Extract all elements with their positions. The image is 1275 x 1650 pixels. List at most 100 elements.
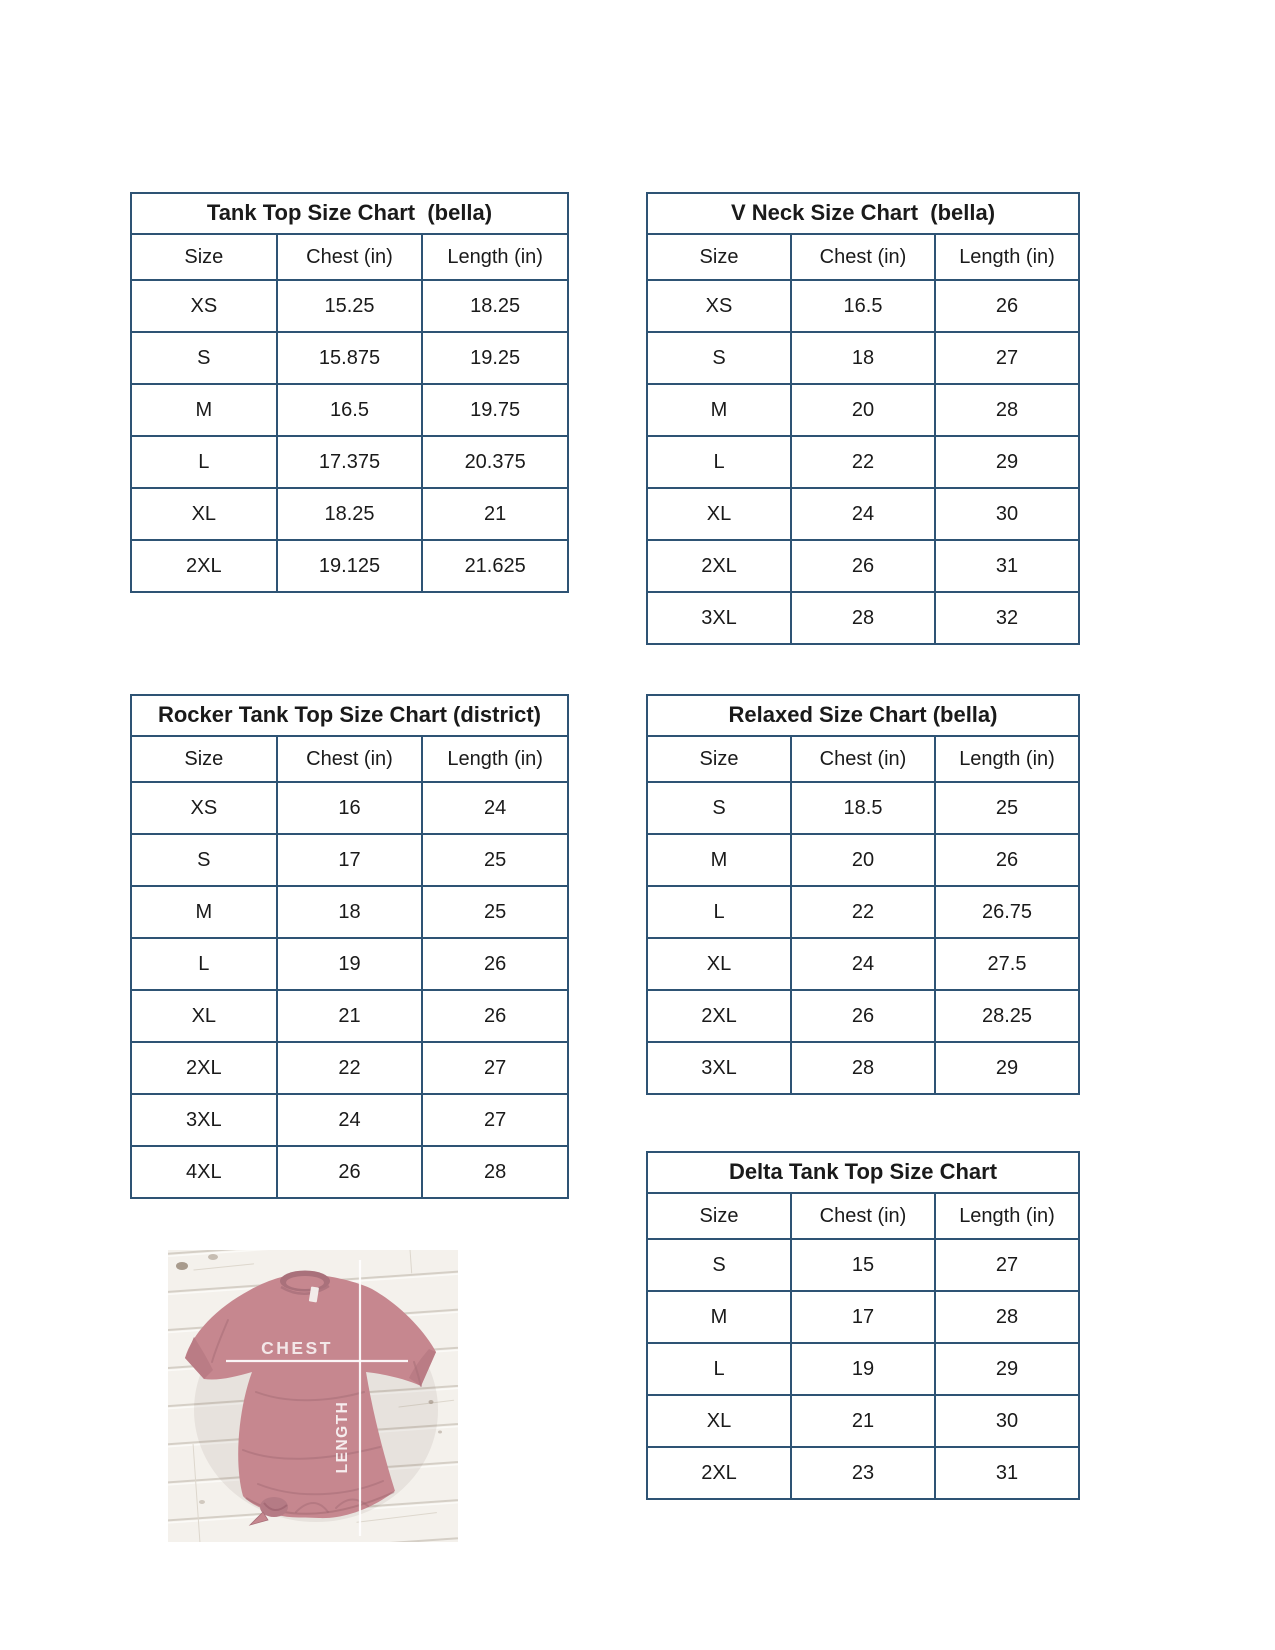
column-header-size: Size (130, 735, 278, 783)
length-cell: 21 (421, 487, 569, 541)
delta-tank-top-size-chart-table: Delta Tank Top Size Chart Size Chest (in) L… (646, 1151, 1080, 1500)
size-cell: 2XL (646, 1446, 792, 1500)
size-cell: 2XL (646, 539, 792, 593)
length-cell: 26.75 (934, 885, 1080, 939)
table-row: XS 16 24 (130, 781, 569, 835)
table-title-row: Delta Tank Top Size Chart (646, 1151, 1080, 1194)
column-header-length: Length (in) (421, 735, 569, 783)
chest-cell: 15.875 (275, 331, 424, 385)
length-cell: 26 (421, 937, 569, 991)
relaxed-size-chart: Relaxed Size Chart (bella) Size Chest (in)… (646, 694, 1080, 1095)
length-cell: 26 (421, 989, 569, 1043)
chest-cell: 22 (275, 1041, 424, 1095)
chest-cell: 26 (790, 989, 936, 1043)
tshirt-body (185, 1276, 436, 1519)
table-row: S 15 27 (646, 1238, 1080, 1292)
size-cell: M (646, 383, 792, 437)
neck-label (308, 1286, 319, 1303)
table-row: 3XL 28 29 (646, 1041, 1080, 1095)
v-neck-size-chart: V Neck Size Chart (bella) Size Chest (in) L… (646, 192, 1080, 645)
table-row: 2XL 19.125 21.625 (130, 539, 569, 593)
table-row: S 15.875 19.25 (130, 331, 569, 385)
length-cell: 30 (934, 1394, 1080, 1448)
size-cell: 4XL (130, 1145, 278, 1199)
v-neck-size-chart-table: V Neck Size Chart (bella) Size Chest (in) L… (646, 192, 1080, 645)
length-label: LENGTH (334, 1401, 351, 1474)
length-cell: 31 (934, 539, 1080, 593)
column-header-chest: Chest (in) (275, 735, 424, 783)
size-cell: 2XL (130, 1041, 278, 1095)
column-header-length: Length (in) (934, 1192, 1080, 1240)
table-title: Delta Tank Top Size Chart (646, 1151, 1080, 1194)
size-cell: XL (130, 487, 278, 541)
size-cell: L (130, 937, 278, 991)
length-cell: 27 (934, 331, 1080, 385)
table-row: L 17.375 20.375 (130, 435, 569, 489)
rocker-tank-top-size-chart-table: Rocker Tank Top Size Chart (district) Siz… (130, 694, 569, 1199)
size-cell: S (646, 1238, 792, 1292)
chest-cell: 16 (275, 781, 424, 835)
table-row: 3XL 24 27 (130, 1093, 569, 1147)
table-title: Rocker Tank Top Size Chart (district) (130, 694, 569, 737)
size-cell: XL (646, 937, 792, 991)
chest-cell: 24 (790, 487, 936, 541)
column-header-chest: Chest (in) (275, 233, 424, 281)
length-cell: 20.375 (421, 435, 569, 489)
size-cell: 3XL (646, 1041, 792, 1095)
measurement-overlay: CHEST LENGTH (226, 1260, 408, 1536)
column-header-size: Size (130, 233, 278, 281)
size-cell: L (646, 435, 792, 489)
size-cell: M (646, 1290, 792, 1344)
chest-cell: 15 (790, 1238, 936, 1292)
length-cell: 32 (934, 591, 1080, 645)
table-row: 2XL 22 27 (130, 1041, 569, 1095)
hem-knot (248, 1497, 288, 1526)
size-cell: XS (130, 279, 278, 333)
rocker-tank-top-size-chart: Rocker Tank Top Size Chart (district) Siz… (130, 694, 569, 1199)
table-row: 3XL 28 32 (646, 591, 1080, 645)
table-row: S 17 25 (130, 833, 569, 887)
table-header-row: Size Chest (in) Length (in) (646, 1192, 1080, 1240)
chest-cell: 28 (790, 1041, 936, 1095)
column-header-length: Length (in) (934, 735, 1080, 783)
chest-cell: 17 (790, 1290, 936, 1344)
table-row: L 22 26.75 (646, 885, 1080, 939)
chest-cell: 19 (790, 1342, 936, 1396)
chest-cell: 18.25 (275, 487, 424, 541)
size-cell: M (646, 833, 792, 887)
chest-cell: 16.5 (275, 383, 424, 437)
table-row: M 17 28 (646, 1290, 1080, 1344)
size-cell: M (130, 383, 278, 437)
column-header-chest: Chest (in) (790, 233, 936, 281)
table-row: L 22 29 (646, 435, 1080, 489)
chest-cell: 17.375 (275, 435, 424, 489)
table-row: M 16.5 19.75 (130, 383, 569, 437)
table-row: 2XL 26 28.25 (646, 989, 1080, 1043)
size-cell: XS (646, 279, 792, 333)
table-row: M 20 28 (646, 383, 1080, 437)
size-cell: S (646, 331, 792, 385)
chest-cell: 18 (790, 331, 936, 385)
table-row: XL 24 30 (646, 487, 1080, 541)
tank-top-size-chart: Tank Top Size Chart (bella) Size Chest (in… (130, 192, 569, 593)
table-row: S 18.5 25 (646, 781, 1080, 835)
length-cell: 21.625 (421, 539, 569, 593)
chest-cell: 21 (790, 1394, 936, 1448)
column-header-length: Length (in) (934, 233, 1080, 281)
size-cell: L (646, 885, 792, 939)
table-title: V Neck Size Chart (bella) (646, 192, 1080, 235)
table-row: 2XL 26 31 (646, 539, 1080, 593)
column-header-size: Size (646, 735, 792, 783)
size-cell: XL (646, 1394, 792, 1448)
chest-cell: 22 (790, 885, 936, 939)
chest-cell: 18 (275, 885, 424, 939)
chest-cell: 20 (790, 833, 936, 887)
column-header-size: Size (646, 1192, 792, 1240)
column-header-length: Length (in) (421, 233, 569, 281)
tshirt-measurement-photo: CHEST LENGTH (168, 1250, 458, 1542)
length-cell: 28 (934, 1290, 1080, 1344)
chest-cell: 28 (790, 591, 936, 645)
length-cell: 26 (934, 833, 1080, 887)
length-cell: 31 (934, 1446, 1080, 1500)
chest-cell: 19.125 (275, 539, 424, 593)
